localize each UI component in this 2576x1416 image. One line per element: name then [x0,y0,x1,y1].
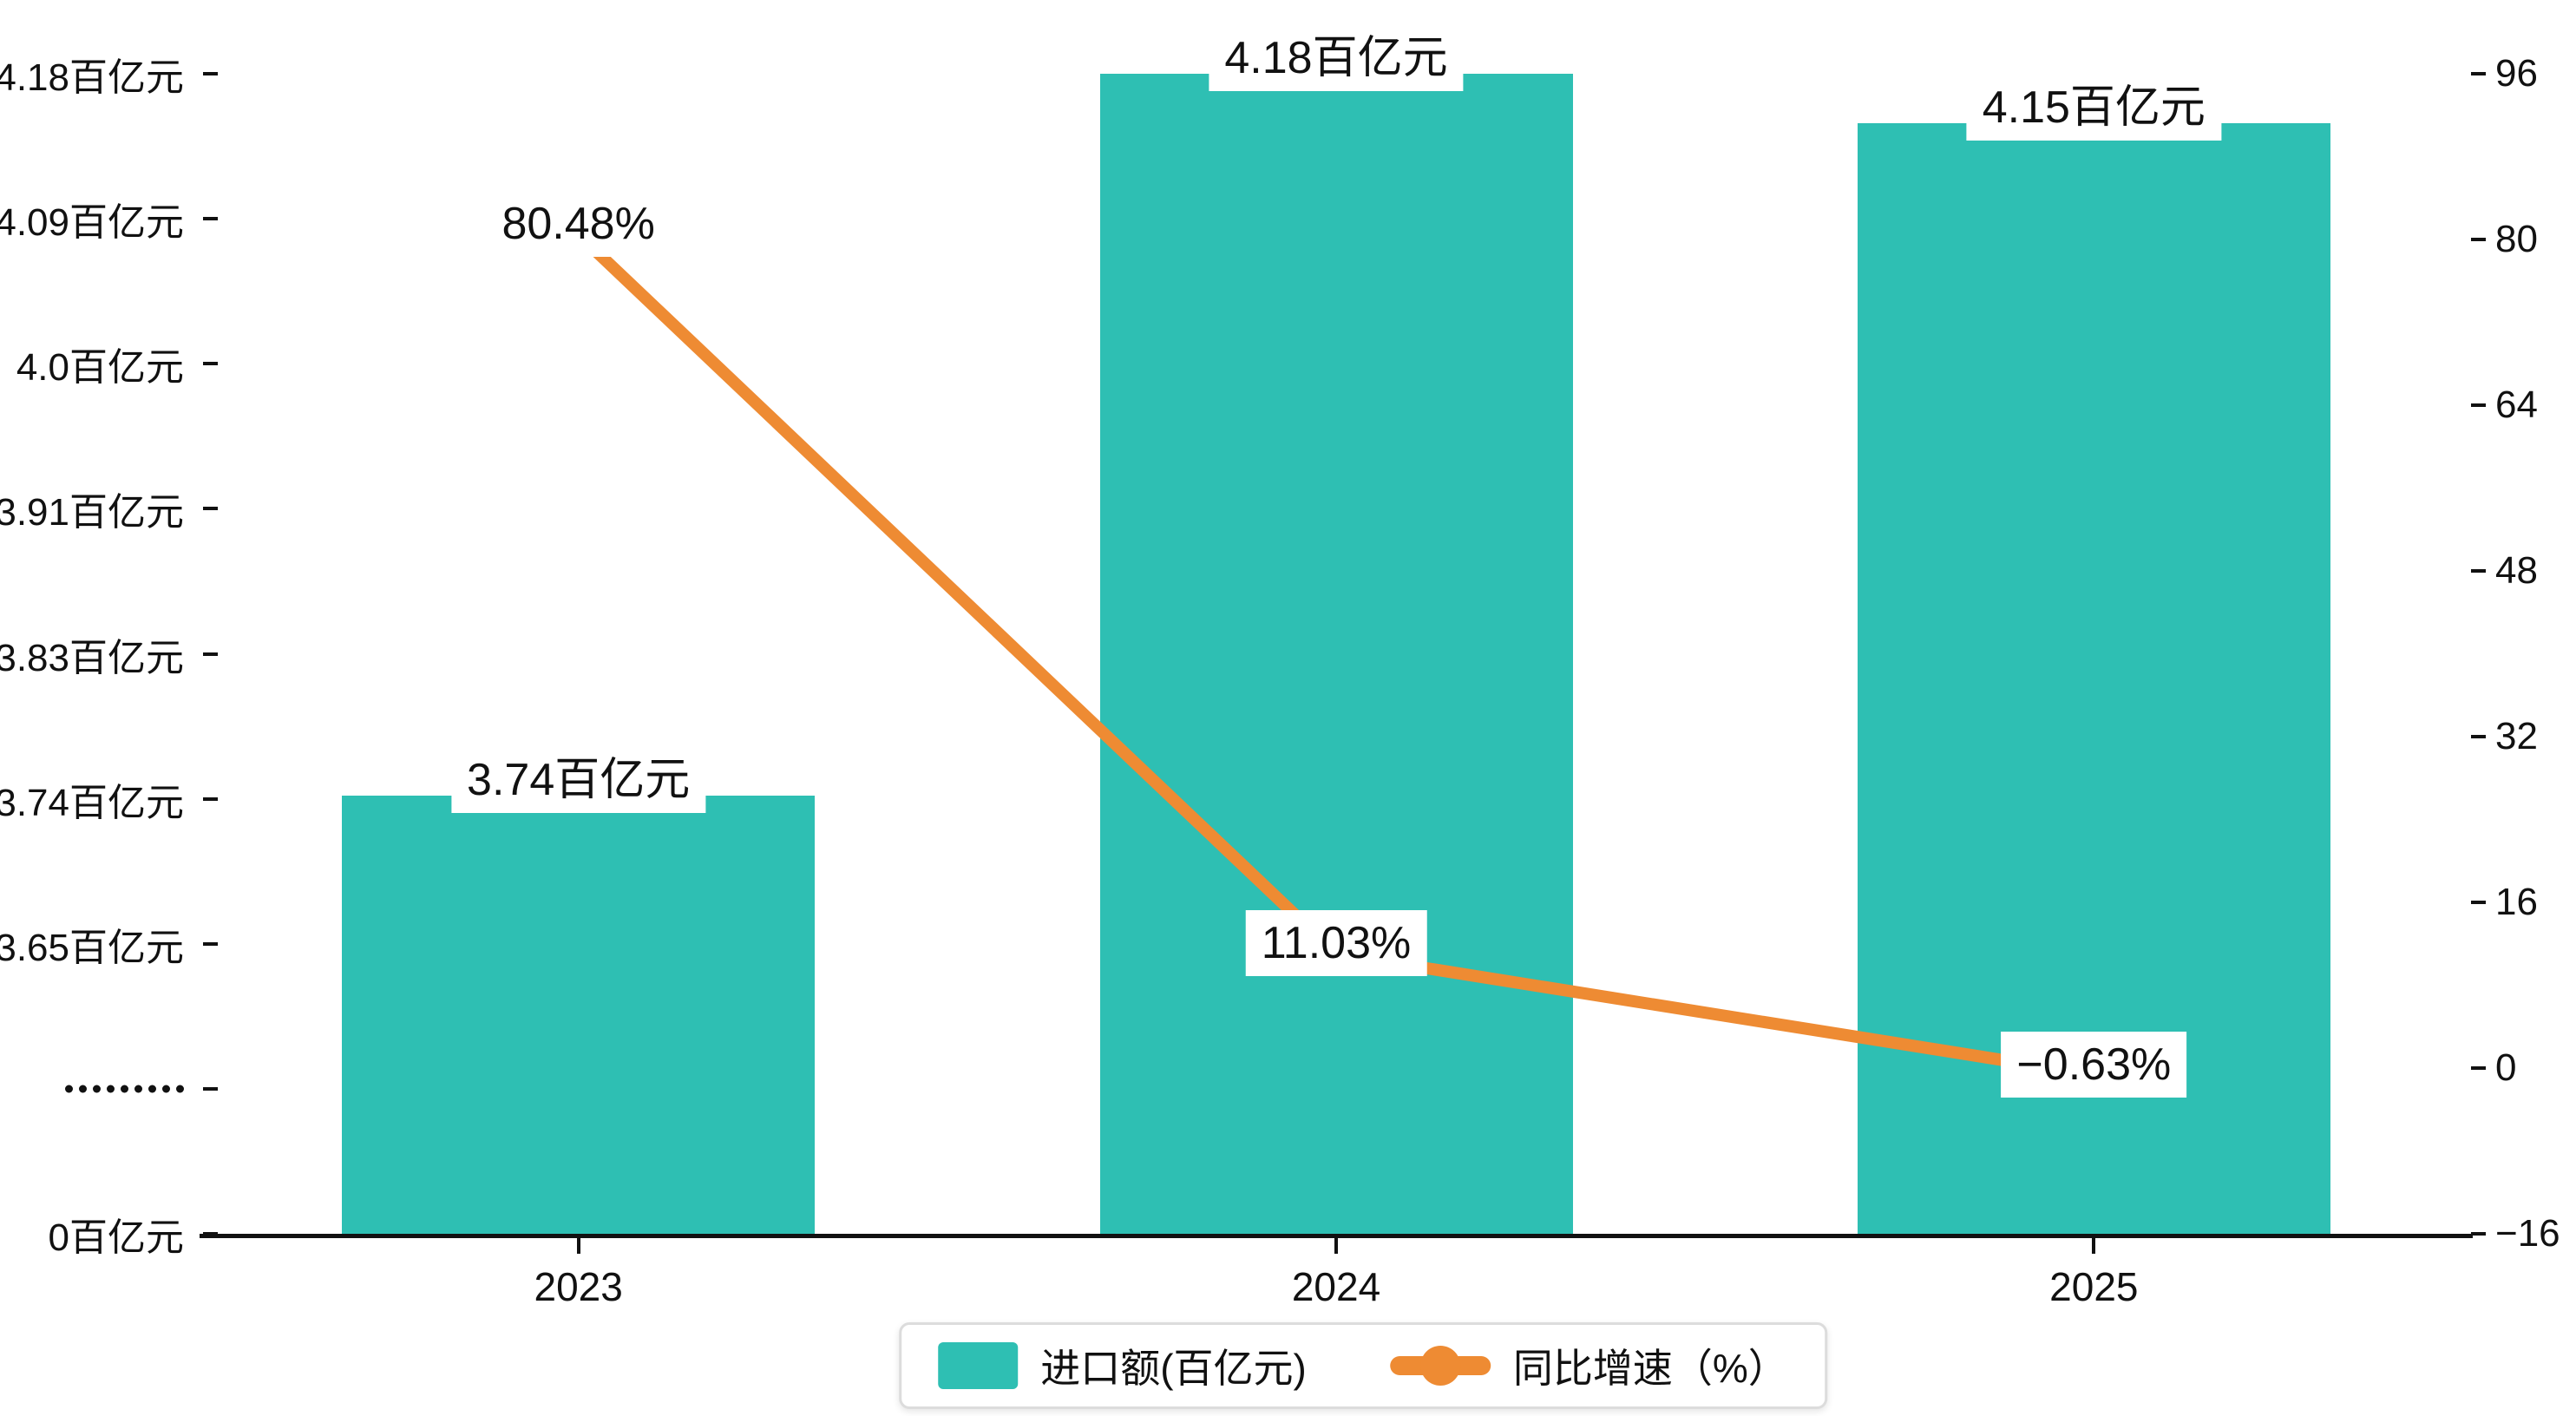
x-axis-label-2025: 2025 [2049,1264,2139,1309]
y-axis-tick-right [2471,238,2486,241]
y-axis-tick-left [203,941,218,946]
x-axis-label-2024: 2024 [1291,1264,1381,1309]
y-axis-tick-right [2471,72,2486,75]
y-axis-tick-left [203,796,218,801]
legend: 进口额(百亿元) 同比增速（%） [899,1322,1827,1409]
y-axis-tick-label-left: 3.83百亿元 [0,636,184,679]
y-axis-tick-label-left: 3.65百亿元 [0,926,184,969]
axis-break-dots [65,1085,184,1093]
y-axis-tick-right [2471,403,2486,407]
bar-2023[interactable] [342,796,816,1234]
line-dot-icon [1389,1346,1491,1386]
bar-value-label-2024: 4.18百亿元 [1209,24,1464,91]
bar-value-label-2023: 3.74百亿元 [451,747,706,814]
y-axis-tick-right [2471,1232,2486,1236]
x-axis-line [200,1234,2473,1238]
y-axis-tick-right [2471,901,2486,904]
y-axis-tick-left [203,362,218,366]
line-value-label-2024: 11.03% [1245,910,1427,977]
y-axis-tick-left [203,1232,218,1236]
y-axis-tick-label-left: 0百亿元 [48,1216,184,1259]
y-axis-tick-label-right: −16 [2495,1212,2560,1255]
y-axis-tick-left [203,217,218,221]
x-axis-label-2023: 2023 [534,1264,623,1309]
y-axis-tick-label-right: 64 [2495,384,2538,426]
y-axis-tick-left [203,507,218,511]
legend-bar-label: 进口额(百亿元) [1040,1346,1307,1391]
x-axis-tick-2025 [2092,1238,2096,1254]
y-axis-tick-label-right: 0 [2495,1046,2517,1089]
y-axis-tick-label-right: 80 [2495,218,2538,260]
y-axis-tick-label-right: 16 [2495,881,2538,923]
y-axis-tick-left [203,652,218,656]
bar-2024[interactable] [1099,73,1573,1234]
y-axis-tick-label-left: 4.0百亿元 [16,346,184,390]
bar-swatch-icon [938,1342,1019,1389]
line-value-label-2023: 80.48% [486,191,671,258]
y-axis-tick-label-left: 4.09百亿元 [0,201,184,245]
y-axis-tick-label-left: 3.91百亿元 [0,491,184,534]
y-axis-tick-label-left: 4.18百亿元 [0,56,184,99]
y-axis-tick-left [203,72,218,75]
y-axis-tick-label-left: 3.74百亿元 [0,781,184,824]
y-axis-tick-right [2471,1066,2486,1070]
y-axis-tick-label-right: 32 [2495,715,2538,757]
y-axis-tick-label-right: 48 [2495,549,2538,592]
bar-value-label-2025: 4.15百亿元 [1966,74,2221,141]
y-axis-tick-label-right: 96 [2495,52,2538,95]
y-axis-tick-right [2471,735,2486,738]
y-axis-tick-right [2471,569,2486,573]
legend-item-bar[interactable]: 进口额(百亿元) [938,1337,1307,1394]
legend-item-line[interactable]: 同比增速（%） [1389,1337,1788,1394]
x-axis-tick-2023 [576,1238,580,1254]
y-axis-tick-left [203,1086,218,1091]
x-axis-tick-2024 [1334,1238,1338,1254]
legend-line-label: 同比增速（%） [1512,1346,1788,1391]
line-value-label-2025: −0.63% [2001,1031,2187,1098]
